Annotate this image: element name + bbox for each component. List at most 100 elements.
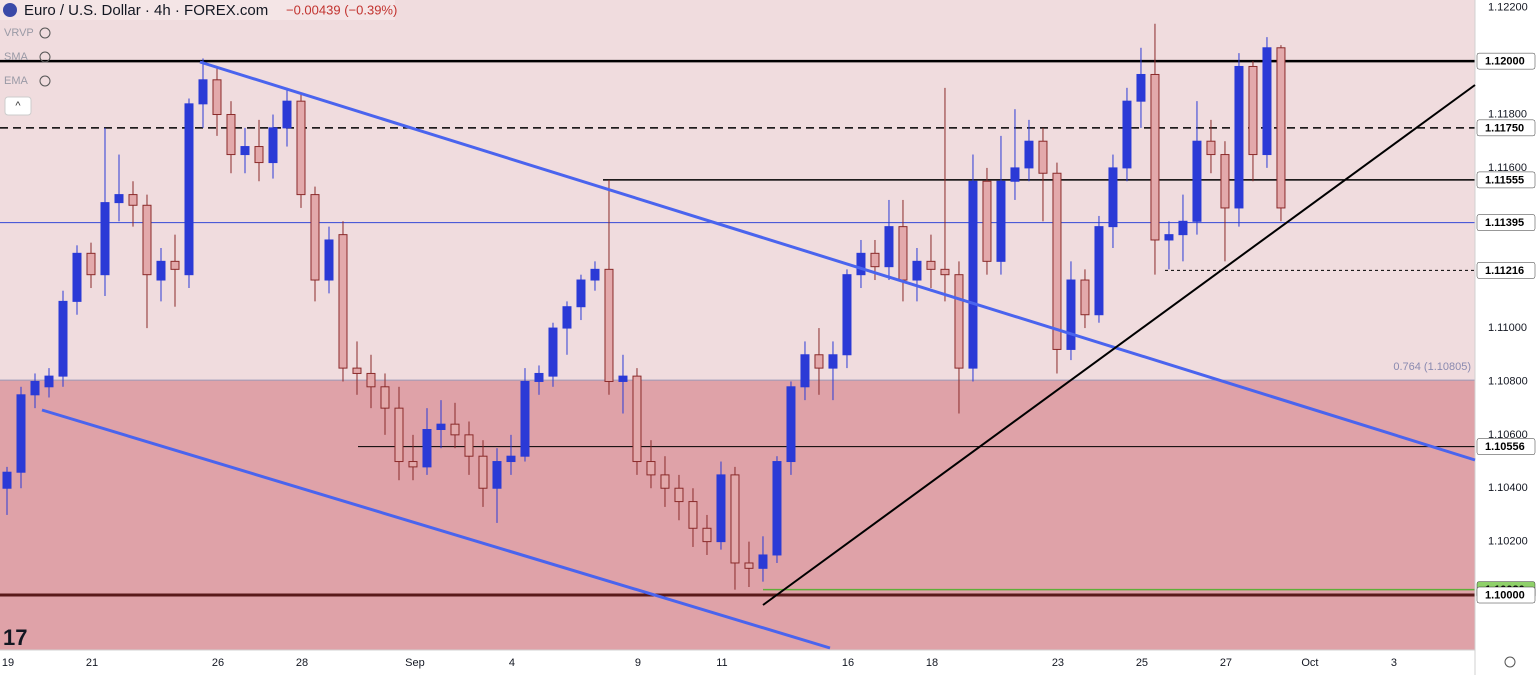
candle-body [660,474,670,489]
x-tick-label: 16 [842,657,854,669]
candle-body [310,194,320,281]
level-label: 1.11216 [1485,265,1524,277]
candle-body [30,380,40,396]
candle-body [1094,226,1104,316]
candle-body [968,180,978,369]
candle-body [394,407,404,463]
candle-body [996,180,1006,262]
candle-body [1080,279,1090,316]
candle-body [296,100,306,196]
candle-body [1136,73,1146,102]
candle-body [1038,140,1048,174]
candle-body [1122,100,1132,169]
symbol-title: Euro / U.S. Dollar · 4h · FOREX.com [24,2,268,19]
candle-body [44,375,54,388]
candle-body [884,226,894,268]
candle-body [730,474,740,564]
candle-body [842,274,852,356]
level-label: 1.11395 [1485,217,1524,229]
candle-body [184,103,194,276]
y-tick-label: 1.11600 [1488,162,1527,174]
y-tick-label: 1.10800 [1488,375,1528,387]
header: Euro / U.S. Dollar · 4h · FOREX.com −0.0… [0,0,1516,668]
candle-body [436,423,446,431]
candle-body [86,252,96,276]
candle-body [2,471,12,489]
x-tick-label: 23 [1052,657,1064,669]
x-tick-label: 3 [1391,657,1397,669]
candle-body [254,146,264,164]
candle-body [800,354,810,388]
x-tick-label: 19 [2,657,14,669]
x-tick-label: 28 [296,657,308,669]
candle-body [534,372,544,382]
level-label-bg [1476,262,1536,279]
candle-body [324,239,334,281]
candle-body [702,527,712,543]
level-label-bg [1476,119,1536,137]
candle-body [450,423,460,436]
candle-body [16,394,26,473]
x-tick-label: 21 [86,657,98,669]
candle-body [912,260,922,281]
candle-body [1262,47,1272,156]
candle-body [1150,73,1160,241]
candle-body [758,554,768,569]
y-tick-label: 1.11800 [1488,108,1527,120]
x-tick-label: Oct [1301,657,1318,669]
candle-body [772,461,782,556]
level-label-bg [1476,52,1536,70]
candle-body [1052,172,1062,350]
candle-body [1164,234,1174,241]
candle-body [982,180,992,262]
x-tick-label: 4 [509,657,515,669]
candle-body [618,375,628,382]
candle-body [828,354,838,369]
header-bg [0,0,395,20]
collapse-button[interactable] [4,96,32,116]
channel-line [199,60,1476,462]
candle-body [142,204,152,276]
candle-body [674,487,684,503]
y-tick-label: 1.11000 [1488,322,1527,334]
candle-body [170,260,180,270]
level-label: 1.10556 [1485,441,1525,453]
y-tick-label: 1.10200 [1488,536,1528,548]
candle-body [562,306,572,329]
x-tick-label: 26 [212,657,224,669]
candle-body [590,268,600,281]
candle-body [1248,65,1258,156]
candle-body [226,114,236,156]
visibility-icon[interactable] [39,75,51,87]
candle-body [1010,167,1020,182]
level-label-bg [1476,214,1536,231]
fib-label: 0.764 (1.10805) [1393,361,1471,373]
candle-body [1108,167,1118,228]
settings-icon[interactable] [1504,656,1516,668]
candle-body [1234,65,1244,209]
drawings [41,60,1476,650]
candle-body [786,386,796,463]
candle-body [576,279,586,308]
candle-body [814,354,824,369]
tv-logo: 17 [3,625,27,650]
candle-body [212,79,222,116]
y-tick-label: 1.10400 [1488,482,1528,494]
candle-body [926,260,936,270]
candle-body [156,260,166,281]
candle-body [58,300,68,377]
candle-body [72,252,82,302]
y-tick-label: 1.10600 [1488,429,1528,441]
level-label: 1.11555 [1485,174,1524,186]
candle-body [954,274,964,369]
level-label: 1.12000 [1485,56,1525,68]
candle-body [408,461,418,468]
channel-line [41,408,831,650]
visibility-icon[interactable] [39,51,51,63]
candle-body [1178,220,1188,236]
x-tick-label: 9 [635,657,641,669]
visibility-icon[interactable] [39,27,51,39]
collapse-icon: ^ [15,100,21,112]
candle-body [282,100,292,129]
